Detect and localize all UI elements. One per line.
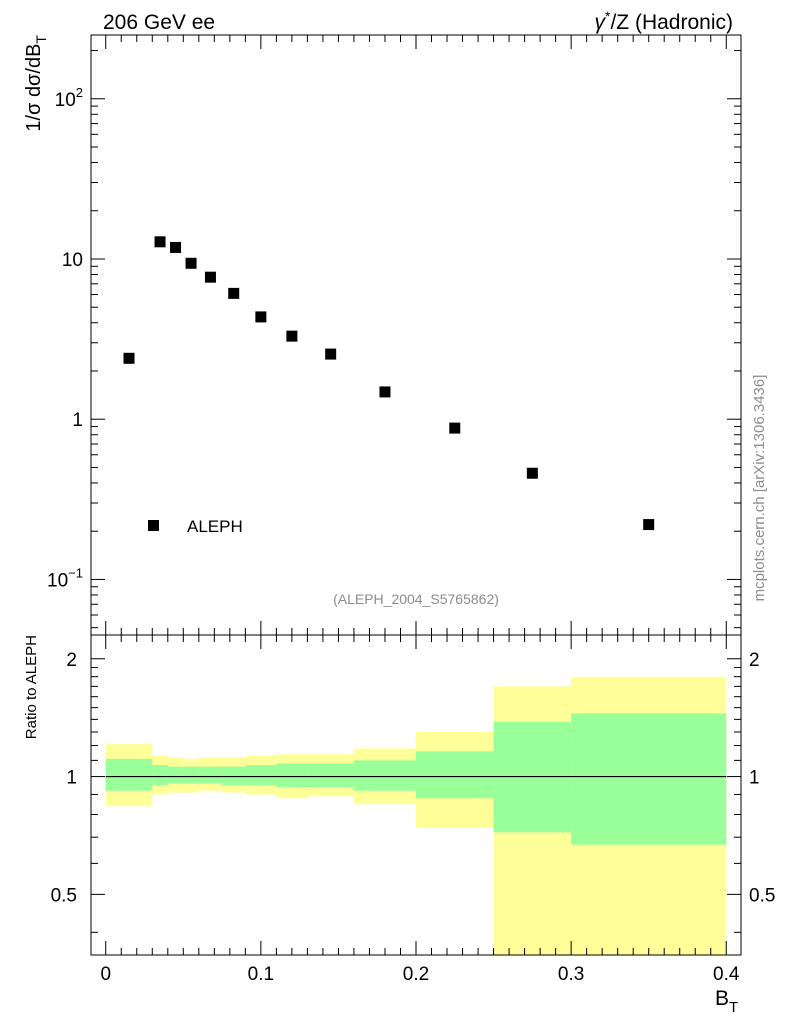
side-label: mcplots.cern.ch [arXiv:1306.3436] bbox=[751, 375, 768, 602]
legend: ALEPH bbox=[148, 517, 243, 536]
data-point bbox=[123, 352, 135, 364]
main-frame bbox=[90, 34, 742, 636]
uncertainty-band-inner bbox=[183, 766, 199, 784]
ratio-panel: 0.5 0.5 1 1 2 2 0 0.1 0.2 0.3 0.4 Ratio to ALEPH B… bbox=[23, 634, 775, 1016]
uncertainty-band-inner bbox=[167, 766, 184, 784]
uncertainty-band-inner bbox=[276, 763, 308, 788]
x-tick-label: 0.2 bbox=[403, 964, 429, 985]
x-tick-label: 0.4 bbox=[713, 964, 740, 985]
x-axis-label: BT bbox=[715, 987, 738, 1016]
uncertainty-band-inner bbox=[307, 763, 354, 788]
data-point bbox=[228, 287, 240, 299]
uncertainty-band-inner bbox=[198, 766, 223, 784]
data-point bbox=[204, 271, 216, 283]
ratio-axes: 0.5 0.5 1 1 2 2 0 0.1 0.2 0.3 0.4 bbox=[51, 635, 775, 985]
uncertainty-band-inner bbox=[245, 765, 277, 786]
data-point bbox=[185, 257, 197, 269]
uncertainty-band-inner bbox=[571, 713, 727, 845]
ratio-y-tick-label-left: 1 bbox=[66, 768, 77, 789]
data-point bbox=[325, 348, 337, 360]
main-y-tick-label: 10 bbox=[62, 250, 83, 271]
data-point bbox=[286, 330, 298, 342]
data-point bbox=[449, 422, 461, 434]
ratio-y-axis-label: Ratio to ALEPH bbox=[23, 635, 40, 739]
header-right: γ*/Z (Hadronic) bbox=[595, 8, 733, 34]
uncertainty-band-inner bbox=[353, 760, 416, 791]
main-panel: 10−1 1 10 102 1/σ dσ/dBT ALEPH (ALEPH_2004_… bbox=[23, 34, 742, 636]
ratio-plot-area bbox=[105, 676, 727, 955]
data-point bbox=[379, 386, 391, 398]
x-tick-label: 0 bbox=[100, 964, 111, 985]
main-y-tick-label: 10−1 bbox=[47, 565, 83, 591]
analysis-id: (ALEPH_2004_S5765862) bbox=[333, 591, 499, 607]
x-tick-label: 0.3 bbox=[558, 964, 584, 985]
legend-marker-square bbox=[148, 520, 159, 531]
data-point bbox=[255, 311, 267, 323]
header-left: 206 GeV ee bbox=[103, 11, 215, 34]
main-y-tick-label: 102 bbox=[55, 85, 83, 111]
ratio-y-tick-label-left: 2 bbox=[66, 650, 77, 671]
uncertainty-band-inner bbox=[416, 751, 494, 799]
ratio-y-tick-label-left: 0.5 bbox=[51, 885, 77, 906]
ratio-y-tick-label-right: 0.5 bbox=[749, 885, 775, 906]
legend-label: ALEPH bbox=[187, 517, 243, 536]
ratio-frame bbox=[90, 634, 742, 956]
main-y-tick-label: 1 bbox=[72, 410, 83, 431]
x-tick-label: 0.1 bbox=[248, 964, 274, 985]
uncertainty-band-inner bbox=[105, 758, 153, 791]
main-y-axis-label: 1/σ dσ/dBT bbox=[23, 35, 49, 132]
data-point bbox=[643, 519, 655, 531]
data-point bbox=[154, 236, 166, 248]
main-plot-area bbox=[123, 236, 655, 531]
ratio-y-tick-label-right: 1 bbox=[749, 768, 760, 789]
uncertainty-band-inner bbox=[152, 765, 168, 786]
data-point bbox=[526, 467, 538, 479]
main-axes: 10−1 1 10 102 bbox=[47, 35, 741, 635]
data-point bbox=[170, 241, 182, 253]
ratio-y-tick-label-right: 2 bbox=[749, 650, 760, 671]
